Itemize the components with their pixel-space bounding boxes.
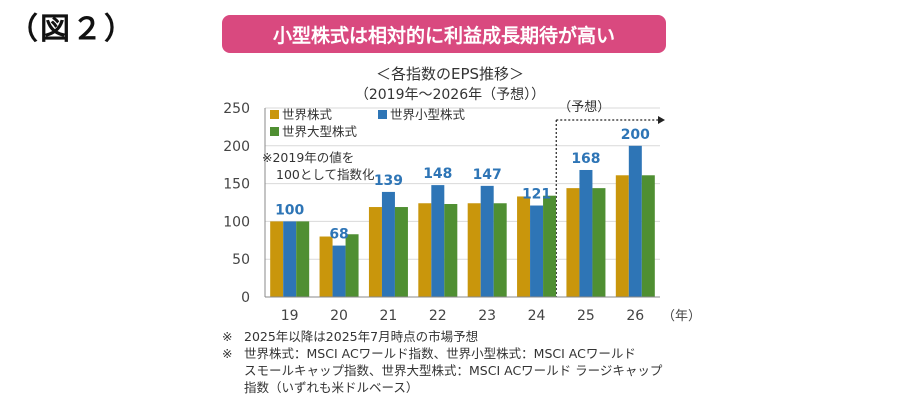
bar xyxy=(543,195,557,297)
headline-banner: 小型株式は相対的に利益成長期待が高い xyxy=(222,15,666,53)
bar xyxy=(418,203,432,297)
bar xyxy=(332,245,346,297)
bar xyxy=(641,175,655,297)
bar xyxy=(592,188,606,297)
x-tick-label: 26 xyxy=(626,308,644,324)
footnote-1: ※ 2025年以降は2025年7月時点の市場予想 xyxy=(222,328,742,345)
bar xyxy=(493,203,507,297)
x-tick-label: 22 xyxy=(429,308,447,324)
bar xyxy=(566,188,580,297)
footnote-1-text: 2025年以降は2025年7月時点の市場予想 xyxy=(244,329,479,344)
x-tick-label: 21 xyxy=(380,308,398,324)
x-tick-label: 23 xyxy=(478,308,496,324)
x-tick-label: 20 xyxy=(330,308,348,324)
bar xyxy=(444,204,458,297)
index-note-line-2: 100として指数化 xyxy=(276,167,375,182)
data-label: 100 xyxy=(275,202,304,218)
bar xyxy=(480,185,494,297)
bar xyxy=(467,203,481,297)
x-tick-label: 24 xyxy=(528,308,546,324)
x-unit-label: （年） xyxy=(662,309,701,324)
footnote-2-cont-b: 指数（いずれも米ドルベース） xyxy=(244,380,419,395)
data-label: 139 xyxy=(374,173,403,189)
forecast-label: （予想） xyxy=(558,99,610,115)
legend-label: 世界大型株式 xyxy=(282,124,358,139)
y-tick-label: 50 xyxy=(232,252,250,268)
data-label: 148 xyxy=(423,166,452,182)
bar xyxy=(319,236,333,297)
legend-label: 世界小型株式 xyxy=(390,107,466,122)
bar xyxy=(270,221,284,297)
footnote-2: ※ 世界株式：MSCI ACワールド指数、世界小型株式：MSCI ACワールド xyxy=(222,345,742,362)
bar xyxy=(381,191,395,297)
x-tick-label: 19 xyxy=(281,308,299,324)
bar xyxy=(530,205,544,297)
data-label: 147 xyxy=(473,167,502,183)
bar xyxy=(579,169,593,297)
figure-label: （図２） xyxy=(8,12,136,47)
footnote-2-text: 世界株式：MSCI ACワールド指数、世界小型株式：MSCI ACワールド xyxy=(244,346,636,361)
data-label: 121 xyxy=(522,187,551,203)
forecast-arrow-head xyxy=(658,116,665,124)
footnote-2-cont-a: スモールキャップ指数、世界大型株式：MSCI ACワールド ラージキャップ xyxy=(244,363,663,378)
chart-subtitle: （2019年～2026年（予想）） xyxy=(354,87,546,103)
y-tick-label: 150 xyxy=(223,177,250,193)
legend-swatch xyxy=(378,110,387,119)
y-tick-label: 200 xyxy=(223,139,250,155)
bar xyxy=(615,175,629,297)
y-tick-label: 0 xyxy=(241,290,250,306)
legend-swatch xyxy=(270,110,279,119)
index-note-line-1: ※2019年の値を xyxy=(262,150,354,165)
bar xyxy=(394,207,408,297)
data-label: 168 xyxy=(571,151,600,167)
bar xyxy=(296,221,310,297)
bar xyxy=(345,234,359,297)
bar xyxy=(431,185,445,297)
x-tick-label: 25 xyxy=(577,308,595,324)
bar xyxy=(517,196,531,297)
y-tick-label: 250 xyxy=(223,101,250,117)
chart-title: ＜各指数のEPS推移＞ xyxy=(375,65,525,83)
footnotes: ※ 2025年以降は2025年7月時点の市場予想 ※ 世界株式：MSCI ACワ… xyxy=(222,328,742,396)
legend-swatch xyxy=(270,127,279,136)
data-label: 200 xyxy=(621,127,650,143)
bar xyxy=(368,207,382,297)
footnote-mark: ※ xyxy=(222,346,233,361)
data-label: 68 xyxy=(329,227,348,243)
footnote-mark: ※ xyxy=(222,329,233,344)
y-tick-label: 100 xyxy=(223,214,250,230)
bar xyxy=(283,221,297,297)
bar xyxy=(628,145,642,297)
legend-label: 世界株式 xyxy=(282,107,333,122)
